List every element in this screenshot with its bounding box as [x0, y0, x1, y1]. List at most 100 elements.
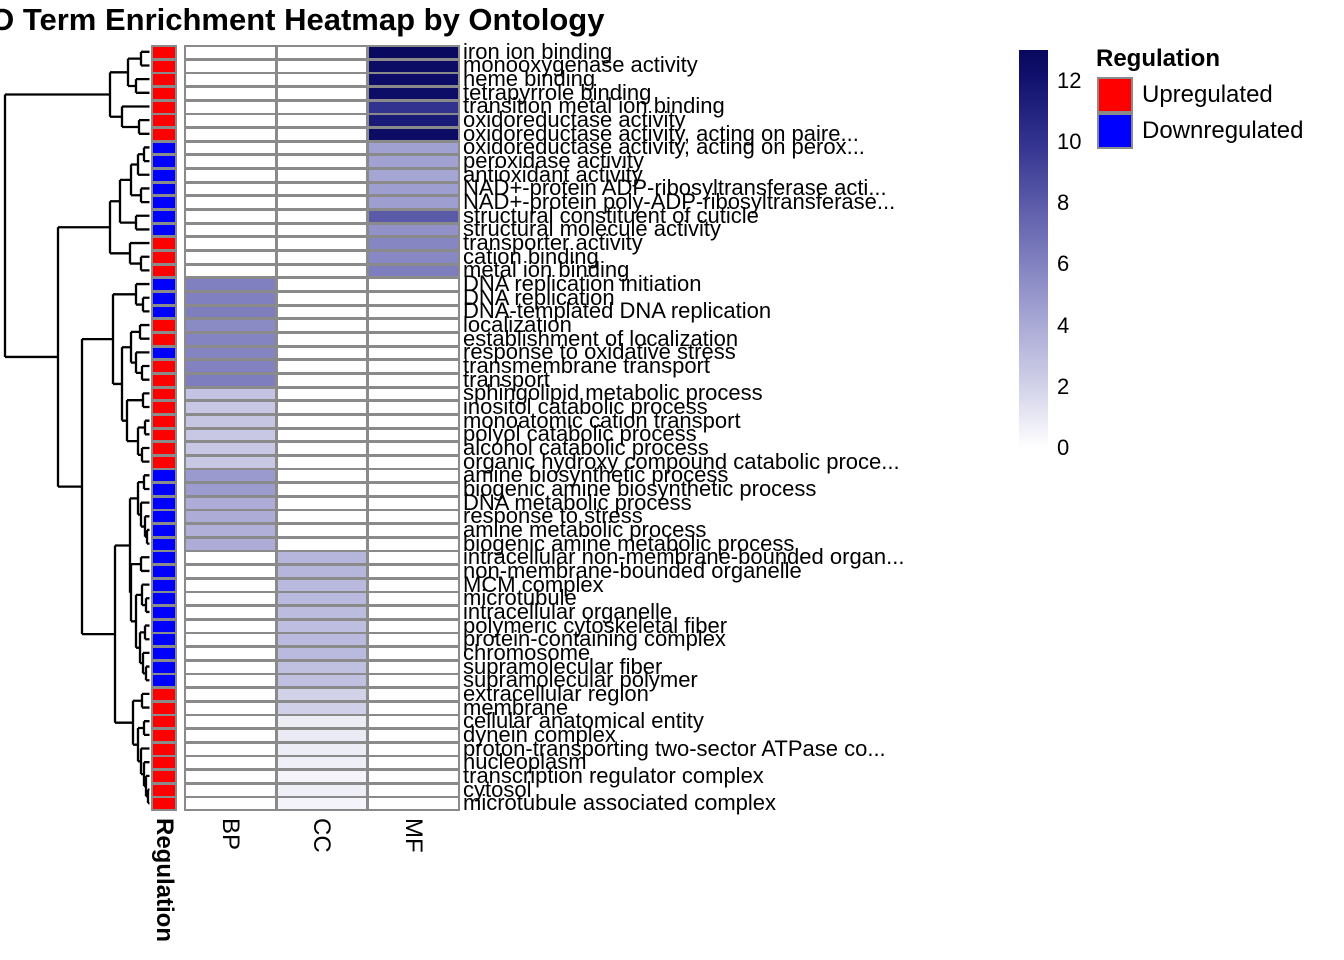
heatmap-cell: [275, 45, 368, 60]
regulation-cell: [150, 550, 177, 566]
colorbar-tick: 2: [1057, 373, 1070, 399]
heatmap-cell: [184, 577, 277, 593]
regulation-cell: [150, 140, 177, 156]
row-label: chromosome: [463, 639, 591, 665]
heatmap-cell: [275, 140, 368, 156]
regulation-cell: [150, 99, 177, 115]
heatmap-cell: [184, 618, 277, 634]
colorbar-tick: 6: [1057, 251, 1070, 277]
heatmap-cell: [184, 700, 277, 716]
heatmap-cell: [367, 605, 460, 620]
heatmap-cell: [275, 755, 368, 771]
heatmap-cell: [367, 154, 460, 170]
heatmap-cell: [367, 550, 460, 566]
legend-label: Downregulated: [1142, 117, 1304, 144]
heatmap-cell: [184, 564, 277, 579]
heatmap-cell: [184, 605, 277, 620]
heatmap-cell: [184, 659, 277, 675]
heatmap-cell: [184, 536, 277, 552]
heatmap-cell: [275, 468, 368, 484]
regulation-cell: [150, 113, 177, 129]
colorbar-tick: 4: [1057, 312, 1070, 338]
regulation-cell: [150, 796, 177, 812]
heatmap-cell: [184, 72, 277, 88]
heatmap-cell: [184, 45, 277, 60]
row-label: localization: [463, 312, 572, 338]
heatmap-cell: [367, 509, 460, 525]
row-label: DNA replication: [463, 284, 615, 310]
heatmap-cell: [275, 167, 368, 183]
heatmap-cell: [367, 659, 460, 675]
heatmap-cell: [367, 195, 460, 211]
regulation-cell: [150, 58, 177, 74]
heatmap-cell: [275, 687, 368, 702]
heatmap-cell: [184, 277, 277, 293]
heatmap-cell: [275, 700, 368, 716]
regulation-cell: [150, 782, 177, 798]
heatmap-cell: [367, 331, 460, 347]
regulation-cell: [150, 659, 177, 675]
row-label: cellular anatomical entity: [463, 708, 704, 734]
heatmap-cell: [275, 386, 368, 402]
row-label: polymeric cytoskeletal fiber: [463, 612, 728, 638]
heatmap-cell: [275, 359, 368, 375]
heatmap-cell: [275, 277, 368, 293]
regulation-cell: [150, 646, 177, 661]
regulation-cell: [150, 741, 177, 757]
heatmap-cell: [275, 591, 368, 607]
heatmap-cell: [275, 236, 368, 252]
row-label: establishment of localization: [463, 325, 739, 351]
heatmap-cell: [367, 72, 460, 88]
colorbar-tick: 12: [1057, 67, 1082, 93]
row-label: protein-containing complex: [463, 626, 726, 652]
regulation-cell: [150, 427, 177, 443]
heatmap-cell: [275, 605, 368, 620]
regulation-cell: [150, 468, 177, 484]
regulation-cell: [150, 236, 177, 252]
heatmap-cell: [367, 113, 460, 129]
regulation-cell: [150, 413, 177, 429]
row-label: structural constituent of cuticle: [463, 202, 759, 228]
heatmap-cell: [367, 427, 460, 443]
row-label: proton-transporting two-sector ATPase co…: [463, 735, 886, 761]
heatmap-cell: [367, 577, 460, 593]
heatmap-cell: [275, 728, 368, 743]
heatmap-cell: [184, 222, 277, 238]
heatmap-cell: [184, 741, 277, 757]
heatmap-cell: [367, 728, 460, 743]
legend-swatch-upregulated: [1097, 77, 1133, 113]
heatmap-cell: [275, 536, 368, 552]
heatmap-cell: [184, 359, 277, 375]
regulation-cell: [150, 345, 177, 361]
regulation-cell: [150, 687, 177, 702]
heatmap-cell: [275, 318, 368, 334]
heatmap-cell: [367, 796, 460, 812]
heatmap-cell: [367, 564, 460, 579]
row-label: amine metabolic process: [463, 516, 707, 542]
heatmap-cell: [275, 72, 368, 88]
regulation-cell: [150, 400, 177, 416]
heatmap-cell: [367, 441, 460, 457]
column-label-bp: BP: [216, 818, 244, 851]
heatmap-cell: [275, 564, 368, 579]
row-label: cation binding: [463, 243, 599, 269]
regulation-cell: [150, 495, 177, 511]
heatmap-cell: [184, 482, 277, 497]
heatmap-cell: [275, 769, 368, 784]
colorbar-tick: 0: [1057, 435, 1070, 460]
heatmap-cell: [184, 728, 277, 743]
regulation-cell: [150, 714, 177, 730]
row-label: iron ion binding: [463, 38, 613, 64]
heatmap-cell: [275, 509, 368, 525]
heatmap-cell: [184, 331, 277, 347]
row-label: transition metal ion binding: [463, 93, 725, 119]
heatmap-cell: [184, 769, 277, 784]
heatmap-cell: [275, 345, 368, 361]
row-label: monooxygenase activity: [463, 52, 698, 78]
row-dendrogram: [3, 50, 150, 805]
colorbar-tick: 8: [1057, 190, 1070, 216]
heatmap-cell: [367, 482, 460, 497]
row-label: transporter activity: [463, 230, 643, 256]
heatmap-cell: [367, 400, 460, 416]
